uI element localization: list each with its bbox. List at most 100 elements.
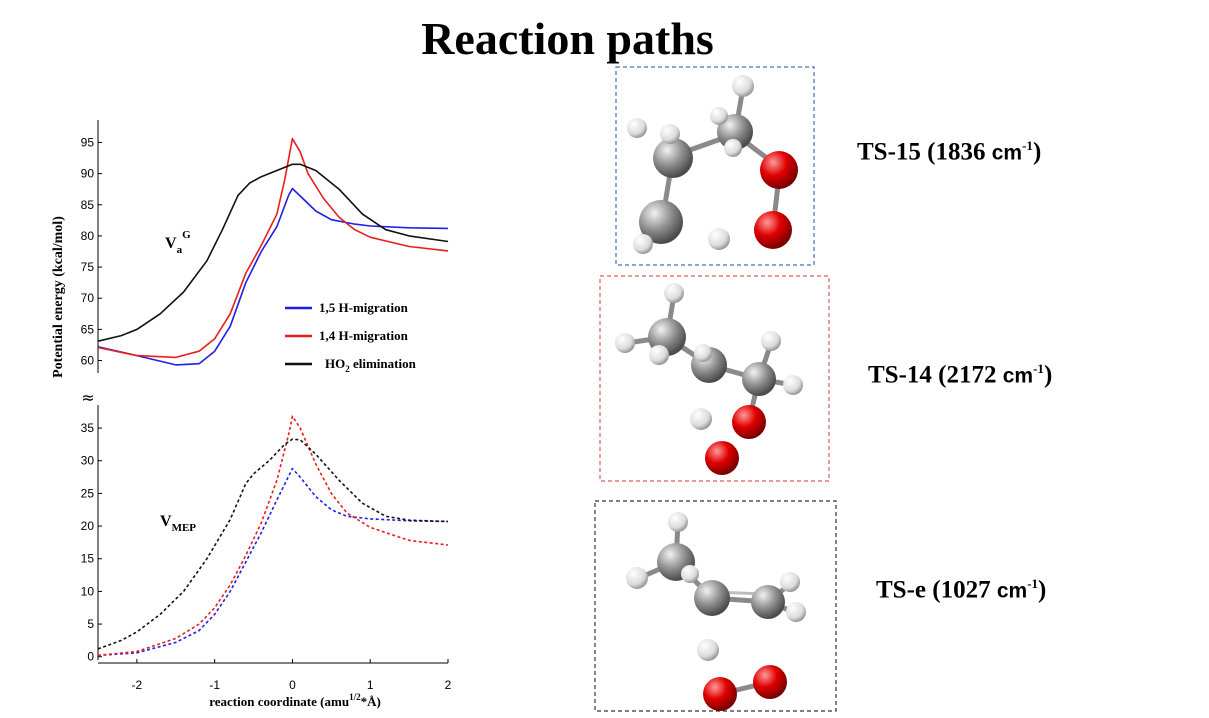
atom-h: [783, 375, 803, 395]
ts15-name: TS-15 (1836: [857, 138, 992, 166]
tse-label: TS-e (1027 cm-1): [876, 576, 1046, 604]
ts14-name: TS-14 (2172: [868, 361, 1003, 389]
tse-name: TS-e (1027: [876, 576, 997, 604]
ts14-frame: [599, 275, 830, 482]
atom-h: [660, 124, 680, 144]
atom-o: [705, 441, 739, 475]
legend-entry-2: 1,4 H-migration: [319, 328, 409, 343]
atom-h: [664, 283, 684, 303]
x-tick-label: 0: [289, 678, 296, 692]
tse-sup: -1: [1027, 576, 1039, 591]
lower-y-tick-label: 35: [81, 421, 95, 435]
upper-y-tick-label: 70: [81, 291, 95, 305]
tse-unit: cm: [996, 579, 1028, 603]
legend-entry-3-sub: 2: [345, 364, 350, 374]
atom-h: [681, 565, 699, 583]
legend-entry-3-tail: elimination: [350, 356, 417, 371]
upper-y-tick-label: 80: [81, 229, 95, 243]
ts14-structure-image: [599, 275, 830, 482]
atom-c: [751, 585, 785, 619]
atom-h: [615, 333, 635, 353]
atom-c: [717, 114, 753, 150]
atom-o: [732, 405, 766, 439]
lower-panel-label: VMEP: [160, 513, 196, 534]
page-title: Reaction paths: [421, 13, 714, 64]
upper-y-tick-label: 60: [81, 354, 95, 368]
x-axis-label-sup: 1/2: [349, 692, 361, 702]
y-axis-label: Potential energy (kcal/mol): [51, 216, 66, 378]
atom-o: [703, 677, 737, 711]
lower-series-1-line: [97, 467, 449, 657]
x-axis-label-main: reaction coordinate (amu: [209, 694, 349, 709]
lower-panel-plot: 0 5 10 15 20 25 30 35: [81, 405, 449, 664]
atom-h: [627, 118, 647, 138]
ts15-sup: -1: [1022, 138, 1033, 153]
upper-y-tick-label: 90: [81, 167, 95, 181]
lower-label-sub: MEP: [172, 522, 197, 534]
axis-break-mark: ≈: [81, 388, 94, 407]
atom-h: [690, 408, 712, 430]
ts15-structure-image: [615, 66, 815, 266]
upper-y-tick-label: 85: [81, 198, 95, 212]
lower-y-tick-label: 10: [81, 584, 95, 598]
atom-h: [649, 345, 669, 365]
x-tick-label: -1: [209, 678, 220, 692]
lower-y-tick-label: 5: [87, 617, 94, 631]
atom-h: [694, 344, 712, 362]
atom-h: [724, 139, 742, 157]
atom-o: [754, 211, 792, 249]
ts14-unit: cm: [1002, 364, 1034, 388]
upper-y-tick-label: 75: [81, 260, 95, 274]
atom-h: [633, 234, 653, 254]
upper-label-main: V: [165, 235, 177, 252]
ts15-label: TS-15 (1836 cm-1): [857, 138, 1041, 166]
tse-structure-image: [594, 500, 837, 712]
atom-h: [761, 331, 781, 351]
legend-entry-3-main: HO: [325, 356, 345, 371]
upper-y-tick-label: 65: [81, 322, 95, 336]
lower-y-tick-label: 30: [81, 454, 95, 468]
atom-h: [732, 75, 754, 97]
tse-close: ): [1038, 576, 1047, 604]
upper-series-3-line: [97, 163, 449, 342]
atom-h: [786, 602, 806, 622]
ts14-close: ): [1043, 361, 1053, 389]
x-tick-label: -2: [132, 678, 143, 692]
atom-h: [668, 512, 688, 532]
upper-y-tick-label: 95: [81, 135, 95, 149]
lower-series-2-line: [97, 415, 449, 657]
ts15-unit: cm: [991, 141, 1023, 165]
atom-h: [710, 107, 728, 125]
atom-o: [753, 665, 787, 699]
legend-entry-3: HO2 elimination: [325, 356, 417, 374]
ts14-label: TS-14 (2172 cm-1): [868, 361, 1052, 389]
upper-series-2-line: [97, 137, 449, 359]
atom-c: [742, 362, 776, 396]
tse-frame: [594, 500, 837, 712]
lower-y-tick-label: 0: [87, 650, 94, 664]
lower-y-tick-label: 25: [81, 486, 95, 500]
x-axis: -2 -1 0 1 2: [98, 659, 452, 692]
upper-panel-plot: 60 65 70 75 80 85 90 95: [81, 120, 449, 373]
legend: 1,5 H-migration 1,4 H-migration HO2 elim…: [285, 300, 417, 374]
ts15-frame: [615, 66, 815, 266]
atom-h: [708, 228, 730, 250]
upper-panel-label: VaG: [165, 229, 191, 256]
atom-h: [780, 572, 800, 592]
atom-o: [760, 151, 798, 189]
atom-c: [694, 580, 730, 616]
ts14-sup: -1: [1033, 361, 1044, 376]
x-axis-label: reaction coordinate (amu1/2*Å): [209, 692, 381, 709]
lower-label-main: V: [160, 513, 172, 530]
atom-c: [639, 200, 683, 244]
lower-y-tick-label: 20: [81, 519, 95, 533]
x-tick-label: 2: [445, 678, 452, 692]
atom-h: [697, 639, 719, 661]
x-tick-label: 1: [367, 678, 374, 692]
upper-label-sup: G: [182, 229, 191, 241]
atom-c: [653, 138, 693, 178]
upper-series-1-line: [97, 187, 449, 366]
ts15-close: ): [1032, 138, 1042, 166]
upper-label-sub: a: [177, 244, 183, 256]
